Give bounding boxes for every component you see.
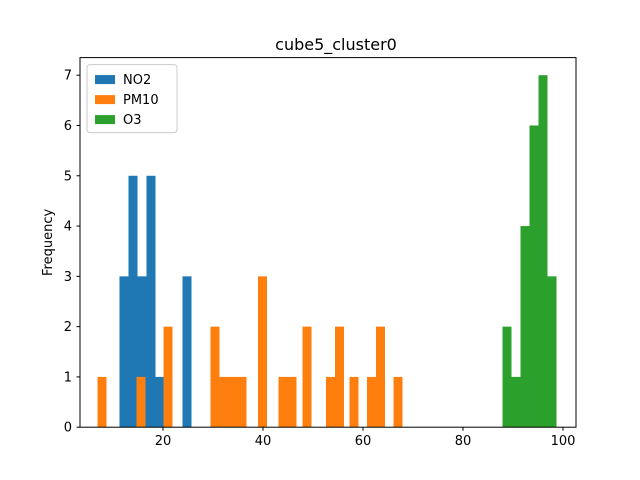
plot-frame [79,57,577,428]
bar-pm10-0 [97,376,107,428]
bar-pm10-7 [258,276,267,428]
bar-pm10-5 [228,376,238,428]
bar-pm10-14 [367,376,376,428]
y-tick-label: 5 [64,169,72,184]
bar-pm10-9 [287,376,297,428]
bar-o3-4 [538,75,548,428]
bar-pm10-12 [335,326,344,428]
legend-swatch-no2 [95,75,115,85]
bar-o3-1 [511,376,521,428]
y-tick-label: 3 [64,270,72,285]
bar-pm10-4 [219,376,229,428]
y-tick-label: 2 [64,320,72,335]
bar-o3-5 [547,276,557,428]
x-tick-label: 60 [355,434,372,449]
x-tick-label: 80 [455,434,472,449]
x-tick-label: 20 [155,434,172,449]
bar-pm10-16 [393,376,403,428]
bar-no2-3 [146,175,156,428]
bar-pm10-3 [210,326,220,428]
bar-pm10-8 [278,376,288,428]
bar-no2-4 [155,376,165,428]
y-tick-label: 4 [64,220,72,235]
bar-pm10-15 [376,326,385,428]
bar-pm10-13 [349,376,359,428]
y-axis-label: Frequency [41,209,56,276]
x-tick-label: 100 [551,434,576,449]
legend-label-pm10: PM10 [123,93,159,108]
bar-pm10-2 [163,326,173,428]
legend-label-o3: O3 [123,113,142,128]
bar-pm10-1 [136,376,146,428]
bar-o3-3 [529,125,539,428]
y-tick-label: 1 [64,370,72,385]
legend-label-no2: NO2 [123,73,151,88]
bar-no2-5 [182,276,192,428]
y-tick-label: 6 [64,119,72,134]
bar-pm10-11 [326,376,335,428]
bar-o3-2 [520,226,530,428]
bar-no2-1 [128,175,138,428]
legend-swatch-o3 [95,115,115,125]
legend: NO2 PM10 O3 [86,64,178,134]
ticks-layer: 20 40 60 80 100 0 1 2 3 4 5 6 7 [64,69,576,450]
bar-no2-0 [119,276,129,428]
bar-no2-2 [137,276,147,428]
bar-pm10-10 [302,326,312,428]
legend-swatch-pm10 [95,95,115,105]
y-tick-label: 7 [64,69,72,84]
bar-o3-0 [502,326,512,428]
y-tick-label: 0 [64,421,72,436]
chart-title: cube5_cluster0 [275,35,397,55]
bars-layer [97,75,557,428]
x-tick-label: 40 [255,434,272,449]
bar-pm10-6 [237,376,247,428]
